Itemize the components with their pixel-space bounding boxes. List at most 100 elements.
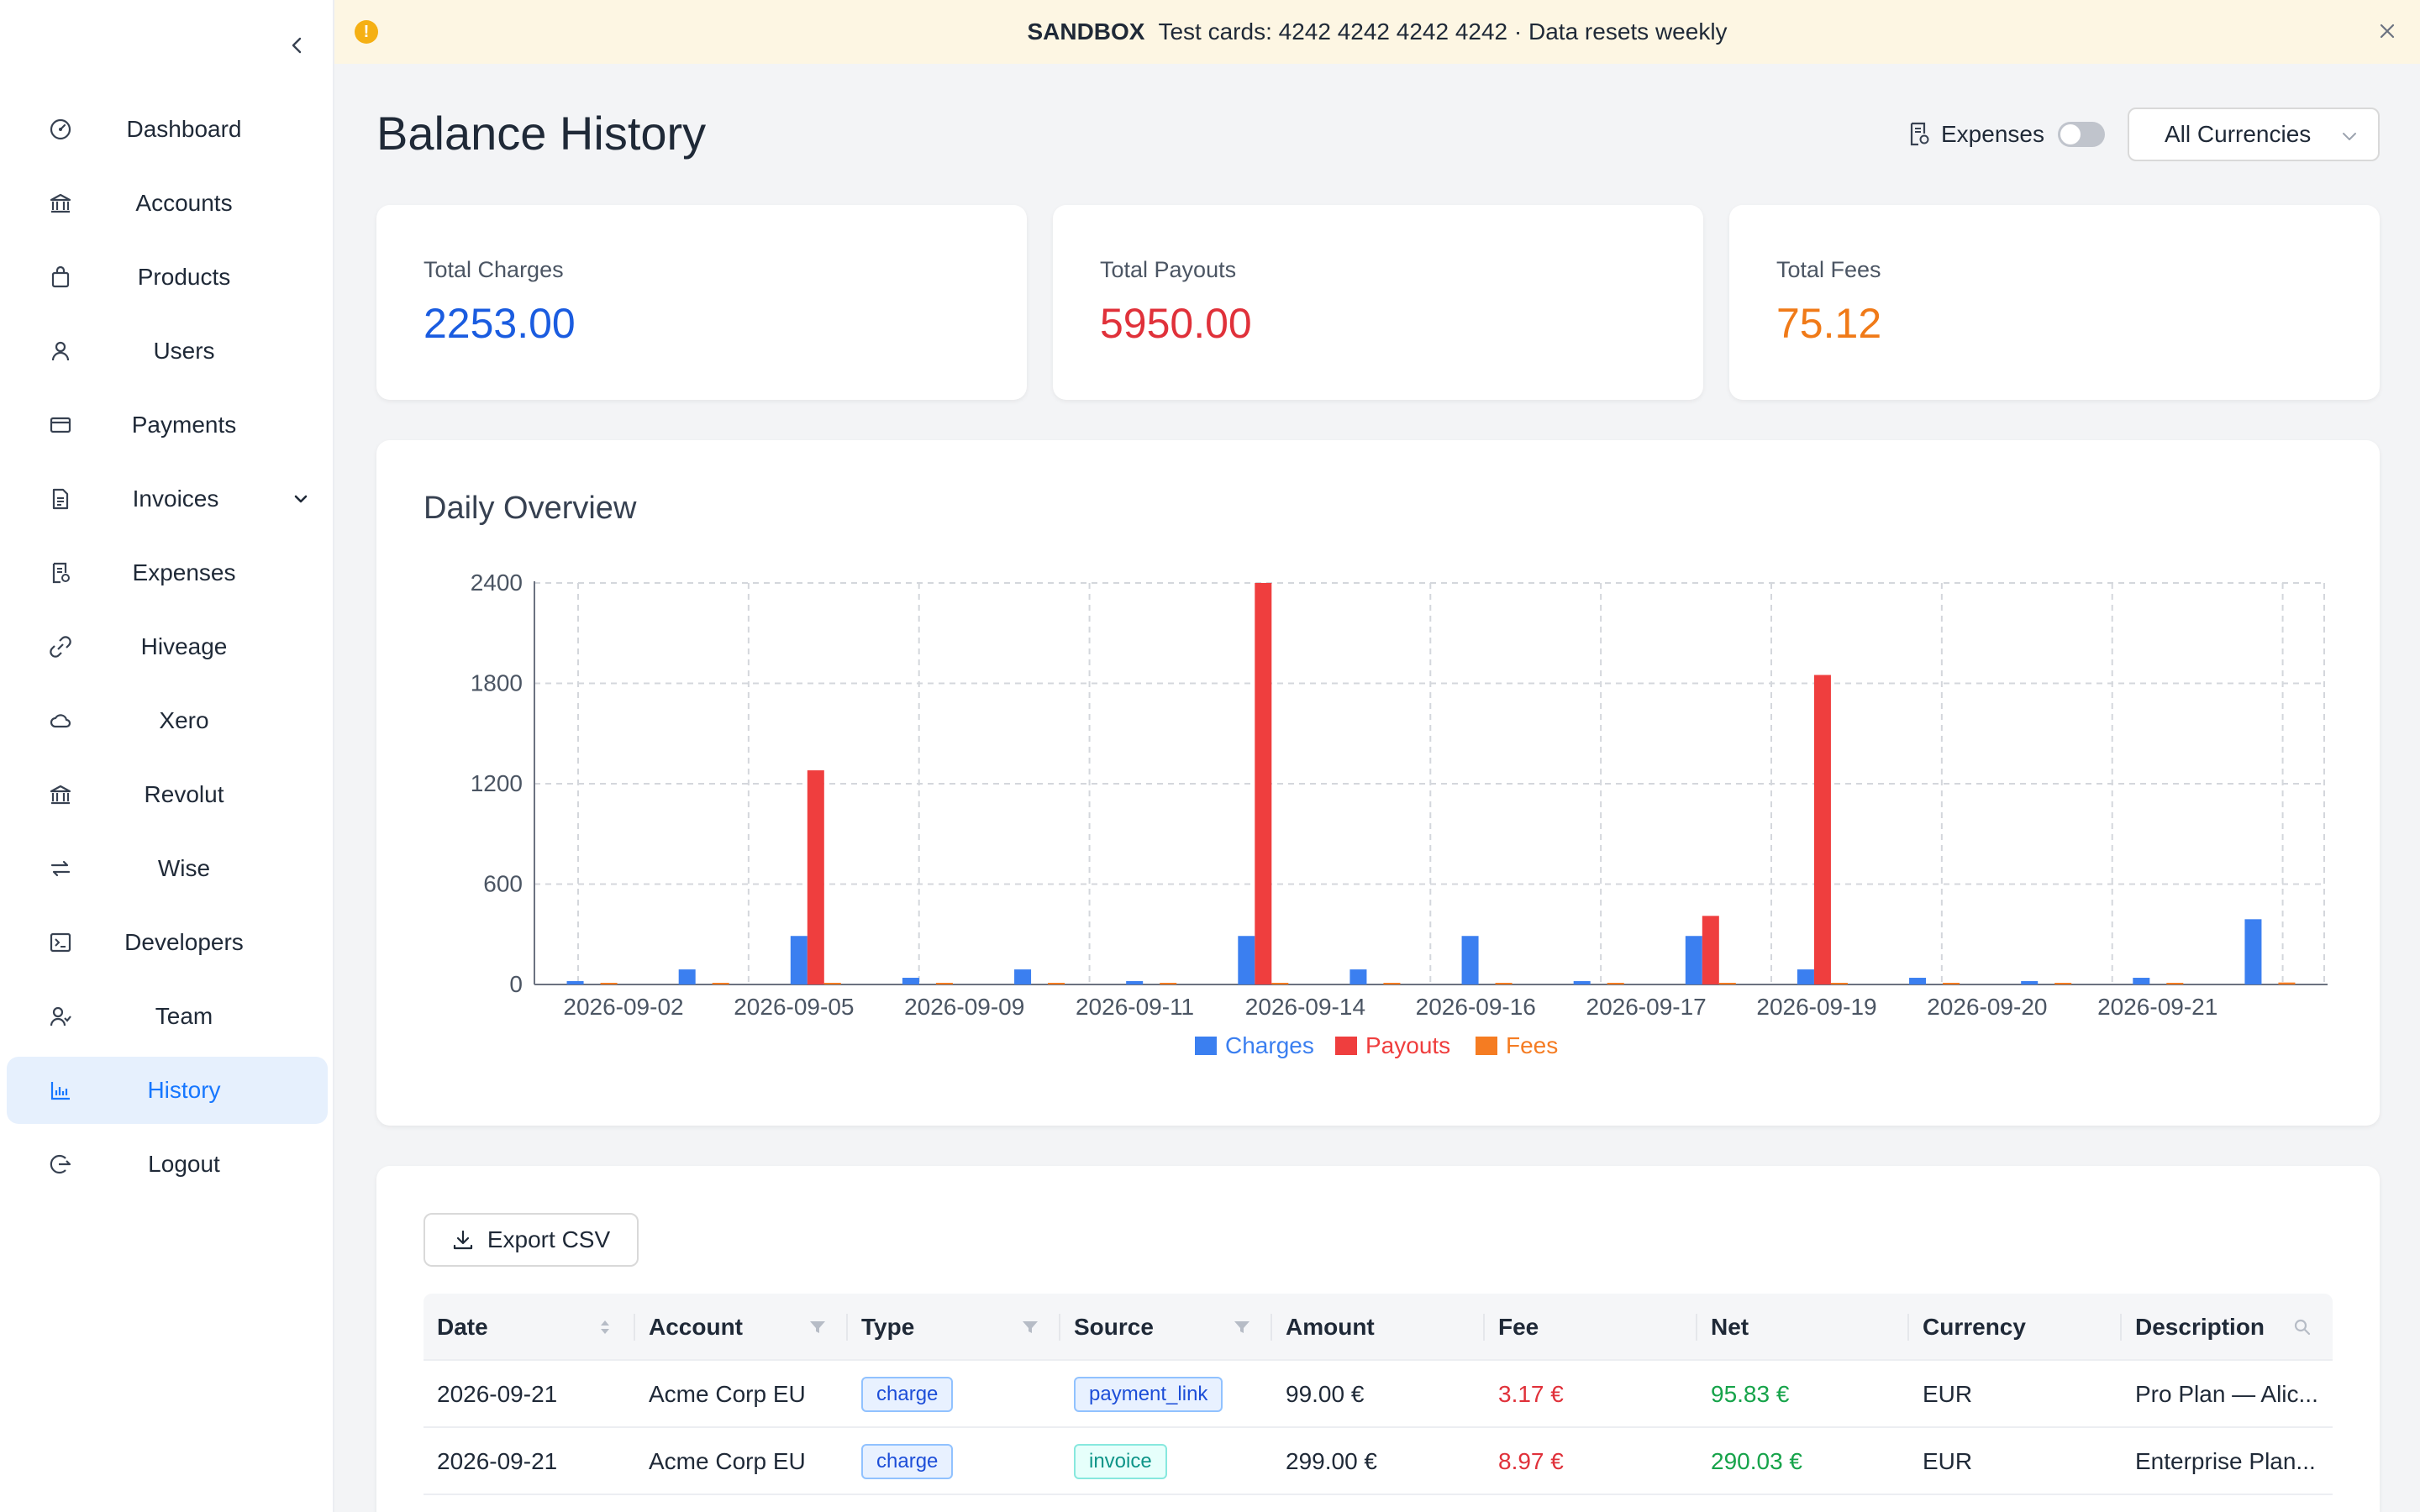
sidebar-item-label: Accounts — [135, 190, 233, 216]
sidebar-item-dashboard[interactable]: Dashboard — [7, 96, 328, 163]
bar-fees — [935, 983, 953, 984]
y-tick-label: 1800 — [471, 670, 523, 696]
expenses-toggle-group: Expenses — [1907, 119, 2105, 150]
stat-label: Total Fees — [1776, 257, 1881, 282]
sidebar-item-label: Xero — [159, 707, 209, 733]
sidebar-item-label: Logout — [148, 1151, 220, 1177]
column-header-source[interactable]: Source — [1060, 1294, 1272, 1361]
sandbox-banner: ! SANDBOX Test cards: 4242 4242 4242 424… — [334, 0, 2420, 64]
column-label: Amount — [1286, 1314, 1375, 1340]
chart-title: Daily Overview — [424, 491, 637, 526]
currency-select[interactable]: All Currencies — [2128, 108, 2380, 161]
sidebar-item-team[interactable]: Team — [7, 983, 328, 1050]
sidebar-item-developers[interactable]: Developers — [7, 909, 328, 976]
sidebar-item-expenses[interactable]: Expenses — [7, 539, 328, 606]
sort-icon[interactable] — [595, 1317, 615, 1337]
x-tick-label: 2026-09-05 — [734, 994, 854, 1020]
legend-label: Payouts — [1365, 1032, 1450, 1058]
filter-icon[interactable] — [1020, 1317, 1040, 1337]
column-header-account[interactable]: Account — [635, 1294, 848, 1361]
sidebar-item-hiveage[interactable]: Hiveage — [7, 613, 328, 680]
column-label: Type — [861, 1314, 915, 1340]
sidebar-item-label: Developers — [124, 929, 244, 955]
type-tag: charge — [861, 1444, 954, 1479]
close-icon[interactable] — [2375, 18, 2400, 44]
bar-charges — [1461, 936, 1479, 984]
sidebar-item-label: History — [147, 1077, 221, 1103]
export-csv-button[interactable]: Export CSV — [424, 1213, 639, 1267]
chart-card: Daily Overview 0 600 1200 1800 2400 2026-09-0… — [376, 440, 2380, 1126]
table-row[interactable]: 2026-09-21 Acme Corp EU charge invoice 2… — [424, 1428, 2333, 1495]
chevron-down-icon — [2343, 133, 2356, 140]
sidebar-item-history[interactable]: History — [7, 1057, 328, 1124]
sidebar-item-revolut[interactable]: Revolut — [7, 761, 328, 828]
expenses-toggle-label: Expenses — [1941, 121, 2044, 147]
cell-description: Pro Plan — Alic... — [2135, 1381, 2318, 1407]
column-header-fee[interactable]: Fee — [1485, 1294, 1697, 1361]
bank-icon — [49, 192, 72, 215]
y-tick-label: 1200 — [471, 770, 523, 796]
filter-icon[interactable] — [808, 1317, 828, 1337]
warning-icon: ! — [355, 20, 378, 44]
bar-fees — [1718, 983, 1736, 984]
stat-card-payouts: Total Payouts 5950.00 — [1053, 205, 1703, 400]
legend-swatch — [1476, 1037, 1497, 1055]
receipt-icon — [49, 561, 72, 585]
sidebar-item-xero[interactable]: Xero — [7, 687, 328, 754]
bar-fees — [600, 983, 618, 984]
cell-fee: 8.97 € — [1498, 1448, 1564, 1474]
bar-fees — [1383, 983, 1401, 984]
column-header-description[interactable]: Description — [2122, 1294, 2333, 1361]
daily-overview-chart: 0 600 1200 1800 2400 2026-09-02 2026-09-05 2026… — [471, 570, 2328, 1058]
column-label: Currency — [1923, 1314, 2026, 1340]
bar-fees — [1495, 983, 1512, 984]
sidebar-item-users[interactable]: Users — [7, 318, 328, 385]
column-label: Fee — [1498, 1314, 1539, 1340]
cell-net: 95.83 € — [1711, 1381, 1790, 1407]
column-header-date[interactable]: Date — [424, 1294, 635, 1361]
sidebar-item-label: Dashboard — [126, 116, 242, 142]
x-tick-label: 2026-09-16 — [1416, 994, 1536, 1020]
bar-payouts — [1813, 675, 1831, 984]
filter-icon[interactable] — [1232, 1317, 1252, 1337]
stat-card-charges: Total Charges 2253.00 — [376, 205, 1027, 400]
team-icon — [49, 1005, 72, 1028]
chevron-left-icon — [292, 37, 302, 54]
table-header: Date Account Type Source Amount Fee N — [424, 1294, 2333, 1361]
collapse-sidebar-button[interactable] — [282, 30, 313, 60]
column-header-type[interactable]: Type — [848, 1294, 1060, 1361]
cell-currency: EUR — [1923, 1448, 1973, 1474]
column-label: Net — [1711, 1314, 1749, 1340]
bar-fees — [1943, 983, 1960, 984]
bar-charges — [1349, 969, 1367, 984]
stat-label: Total Charges — [424, 257, 564, 282]
sidebar-item-payments[interactable]: Payments — [7, 391, 328, 459]
bar-fees — [1271, 983, 1289, 984]
bar-charges — [2133, 978, 2150, 984]
y-tick-label: 0 — [509, 971, 523, 997]
sidebar-item-logout[interactable]: Logout — [7, 1131, 328, 1198]
search-icon[interactable] — [2292, 1317, 2312, 1337]
column-header-amount[interactable]: Amount — [1272, 1294, 1485, 1361]
cell-currency: EUR — [1923, 1381, 1973, 1407]
legend-label: Fees — [1506, 1032, 1558, 1058]
logout-icon — [49, 1152, 72, 1176]
sidebar-item-wise[interactable]: Wise — [7, 835, 328, 902]
expenses-toggle[interactable] — [2057, 122, 2105, 147]
sidebar-item-invoices[interactable]: Invoices — [7, 465, 328, 533]
table-row[interactable]: 2026-09-21 Acme Corp EU charge payment_l… — [424, 1361, 2333, 1428]
bar-charges — [790, 936, 808, 984]
bar-charges — [2021, 981, 2039, 984]
receipt-icon — [1910, 122, 1929, 146]
transactions-table: Date Account Type Source Amount Fee N — [424, 1294, 2333, 1495]
column-header-net[interactable]: Net — [1697, 1294, 1909, 1361]
transactions-card: Export CSV Date Account Type Source — [376, 1166, 2380, 1512]
column-header-currency[interactable]: Currency — [1909, 1294, 2122, 1361]
bar-fees — [712, 983, 729, 984]
sidebar-item-label: Team — [155, 1003, 213, 1029]
cell-source: payment_link — [1060, 1361, 1272, 1428]
sidebar-item-products[interactable]: Products — [7, 244, 328, 311]
sidebar-item-accounts[interactable]: Accounts — [7, 170, 328, 237]
page-title: Balance History — [376, 107, 707, 160]
stat-card-fees: Total Fees 75.12 — [1729, 205, 2380, 400]
